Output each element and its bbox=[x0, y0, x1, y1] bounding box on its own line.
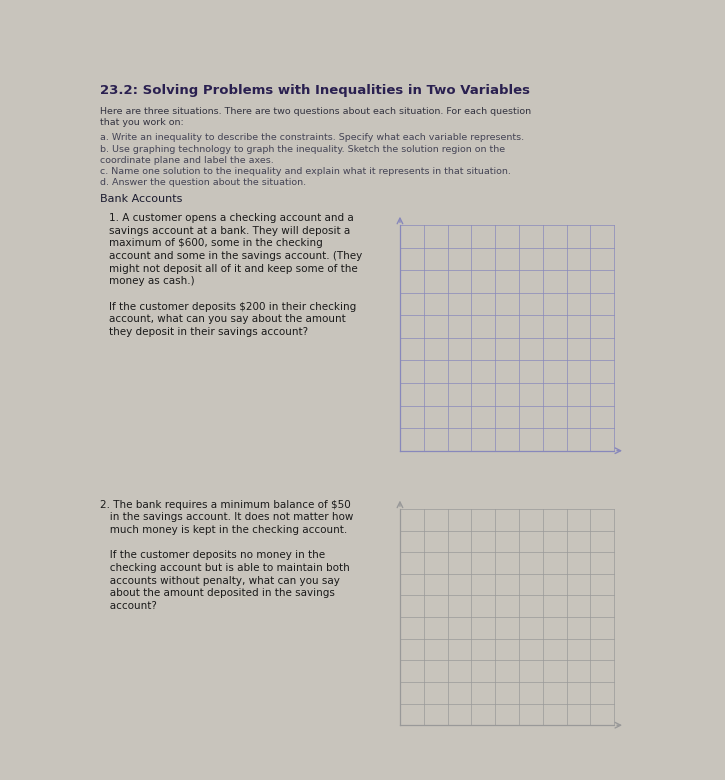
Text: c. Name one solution to the inequality and explain what it represents in that si: c. Name one solution to the inequality a… bbox=[100, 167, 511, 176]
Text: in the savings account. It does not matter how: in the savings account. It does not matt… bbox=[100, 512, 354, 523]
Text: account?: account? bbox=[100, 601, 157, 611]
Text: Bank Accounts: Bank Accounts bbox=[100, 194, 183, 204]
Text: b. Use graphing technology to graph the inequality. Sketch the solution region o: b. Use graphing technology to graph the … bbox=[100, 145, 505, 154]
Text: d. Answer the question about the situation.: d. Answer the question about the situati… bbox=[100, 178, 307, 187]
Text: If the customer deposits no money in the: If the customer deposits no money in the bbox=[100, 551, 326, 560]
Text: 23.2: Solving Problems with Inequalities in Two Variables: 23.2: Solving Problems with Inequalities… bbox=[100, 84, 530, 98]
Text: account, what can you say about the amount: account, what can you say about the amou… bbox=[109, 314, 346, 324]
Text: savings account at a bank. They will deposit a: savings account at a bank. They will dep… bbox=[109, 225, 350, 236]
Text: that you work on:: that you work on: bbox=[100, 118, 184, 127]
Text: they deposit in their savings account?: they deposit in their savings account? bbox=[109, 327, 308, 337]
Text: account and some in the savings account. (They: account and some in the savings account.… bbox=[109, 251, 362, 261]
Text: accounts without penalty, what can you say: accounts without penalty, what can you s… bbox=[100, 576, 340, 586]
Text: 2. The bank requires a minimum balance of $50: 2. The bank requires a minimum balance o… bbox=[100, 500, 351, 509]
Text: coordinate plane and label the axes.: coordinate plane and label the axes. bbox=[100, 155, 274, 165]
Text: checking account but is able to maintain both: checking account but is able to maintain… bbox=[100, 563, 350, 573]
Text: about the amount deposited in the savings: about the amount deposited in the saving… bbox=[100, 588, 335, 598]
Text: 1. A customer opens a checking account and a: 1. A customer opens a checking account a… bbox=[109, 213, 354, 223]
Text: might not deposit all of it and keep some of the: might not deposit all of it and keep som… bbox=[109, 264, 358, 274]
Text: much money is kept in the checking account.: much money is kept in the checking accou… bbox=[100, 525, 347, 535]
Text: maximum of $600, some in the checking: maximum of $600, some in the checking bbox=[109, 238, 323, 248]
Text: a. Write an inequality to describe the constraints. Specify what each variable r: a. Write an inequality to describe the c… bbox=[100, 133, 524, 142]
Text: money as cash.): money as cash.) bbox=[109, 276, 195, 286]
Text: If the customer deposits $200 in their checking: If the customer deposits $200 in their c… bbox=[109, 302, 357, 312]
Text: Here are three situations. There are two questions about each situation. For eac: Here are three situations. There are two… bbox=[100, 107, 531, 115]
